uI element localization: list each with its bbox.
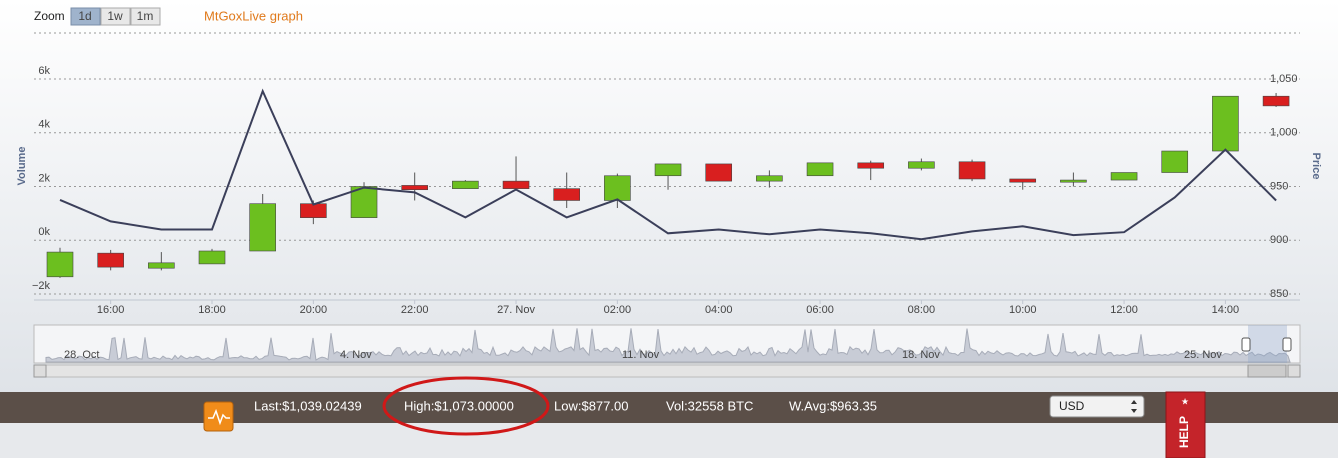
candle-body (553, 188, 581, 201)
candle-body (198, 250, 226, 265)
candle-body (1212, 95, 1239, 152)
candle-body (1060, 179, 1087, 183)
candle-body (604, 175, 631, 201)
navigator-series (45, 328, 1291, 363)
y2-tick-label: −2k (32, 280, 51, 292)
stat-vol: Vol:32558 BTC (666, 398, 753, 413)
x-tick-label: 20:00 (300, 304, 328, 316)
currency-select[interactable] (1049, 395, 1145, 418)
x-tick-label: 18:00 (198, 304, 226, 316)
candle-body (806, 162, 834, 177)
navigator-label: 18. Nov (902, 349, 940, 361)
candle-body (756, 175, 783, 182)
navigator-label: 28. Oct (64, 349, 99, 361)
highlight-circle (382, 376, 550, 436)
y2-tick-label: 0k (38, 226, 50, 238)
x-tick-label: 04:00 (705, 304, 733, 316)
candle-body (857, 162, 885, 169)
zoom-button-label[interactable]: 1d (78, 9, 91, 23)
candle-body (350, 186, 378, 218)
footer (0, 423, 1338, 458)
candle-body (1009, 178, 1037, 183)
zoom-buttons: 1d 1w 1m (70, 7, 161, 26)
y-axis-title: Price (1310, 153, 1322, 180)
zoom-button-label[interactable]: 1m (137, 9, 154, 23)
scroll-left[interactable] (33, 364, 47, 378)
zoom-button-label[interactable]: 1w (107, 9, 123, 23)
graph-title: MtGoxLive graph (204, 8, 303, 23)
x-tick-label: 16:00 (97, 304, 125, 316)
x-tick-label: 27. Nov (497, 304, 535, 316)
select-arrows (1131, 400, 1137, 413)
candle-body (401, 185, 428, 191)
candle-body (148, 262, 175, 269)
candle-body (958, 161, 986, 180)
scrollbar[interactable] (33, 364, 1301, 378)
zoom-label: Zoom (34, 9, 65, 23)
y2-tick-label: 6k (38, 65, 50, 77)
stat-high: High:$1,073.00000 (404, 398, 514, 413)
navigator-window[interactable] (1248, 325, 1287, 363)
zoom-button[interactable] (100, 7, 131, 26)
help-tab[interactable] (1165, 391, 1206, 458)
candle-body (1110, 172, 1138, 181)
y2-tick-label: 2k (38, 172, 50, 184)
x-tick-label: 22:00 (401, 304, 429, 316)
candle-body (908, 161, 935, 169)
y-tick-label: 1,050 (1270, 73, 1298, 85)
stat-wavg: W.Avg:$963.35 (789, 398, 877, 413)
scroll-right[interactable] (1287, 364, 1301, 378)
navigator-label: 25. Nov (1184, 349, 1222, 361)
candle-body (705, 163, 733, 182)
x-tick-label: 10:00 (1009, 304, 1037, 316)
zoom-button[interactable] (70, 7, 101, 26)
volume-line (59, 88, 1277, 241)
x-tick-label: 14:00 (1212, 304, 1240, 316)
zoom-button[interactable] (130, 7, 161, 26)
scroll-thumb[interactable] (1247, 364, 1287, 378)
app-icon-glyph (208, 408, 230, 426)
currency-select-label[interactable]: USD (1059, 399, 1085, 413)
navigator-handle[interactable] (1282, 337, 1292, 352)
candle-body (46, 251, 74, 278)
candle-body (97, 252, 124, 268)
navigator-handle[interactable] (1241, 337, 1251, 352)
help-label[interactable]: HELP (1177, 416, 1191, 448)
x-tick-label: 12:00 (1110, 304, 1138, 316)
y-tick-label: 1,000 (1270, 127, 1298, 139)
navigator-label: 4. Nov (340, 349, 372, 361)
help-star: ★ (1181, 396, 1189, 406)
candle-body (1161, 150, 1189, 173)
x-tick-label: 02:00 (604, 304, 632, 316)
x-tick-label: 08:00 (908, 304, 936, 316)
candle-body (452, 180, 479, 189)
candle-body (654, 163, 682, 177)
candle-body (300, 203, 327, 218)
stat-low: Low:$877.00 (554, 398, 628, 413)
candle-body (1262, 95, 1290, 107)
stat-last: Last:$1,039.02439 (254, 398, 362, 413)
y2-tick-label: 4k (38, 119, 50, 131)
candle-body (502, 180, 530, 189)
x-tick-label: 06:00 (806, 304, 834, 316)
candle-body (249, 203, 276, 252)
navigator-label: 11. Nov (622, 349, 660, 361)
y2-axis-title: Volume (16, 147, 28, 186)
